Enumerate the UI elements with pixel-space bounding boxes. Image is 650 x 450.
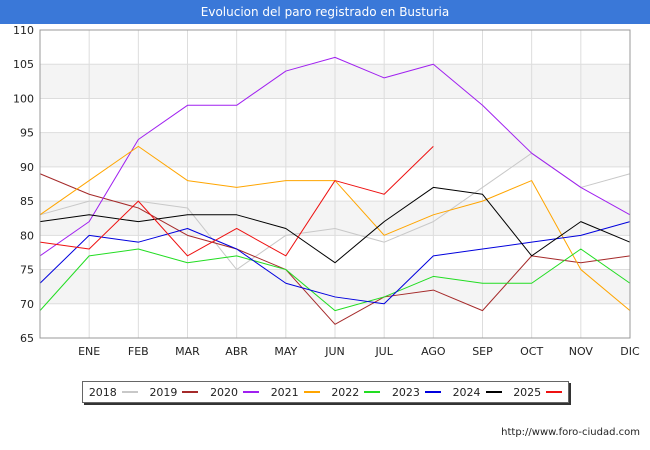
x-tick-label: AGO <box>421 345 446 358</box>
legend-swatch <box>303 391 320 393</box>
chart-title: Evolucion del paro registrado en Busturi… <box>0 0 650 24</box>
series-line-2024 <box>39 186 631 264</box>
x-tick-label: JUN <box>324 345 345 358</box>
legend-label: 2023 <box>391 385 420 399</box>
legend-item-2025: 2025 <box>513 385 563 399</box>
legend-label: 2019 <box>149 385 178 399</box>
y-tick-label: 105 <box>13 58 34 71</box>
legend-item-2018: 2018 <box>89 386 138 399</box>
legend-swatch <box>182 391 199 393</box>
y-tick-label: 80 <box>20 229 34 242</box>
series-line-2020 <box>39 56 631 257</box>
y-tick-label: 95 <box>20 127 34 140</box>
legend-item-2023: 2023 <box>392 386 441 399</box>
x-tick-label: MAY <box>274 345 297 358</box>
legend-label: 2022 <box>331 385 360 399</box>
series-line-2022 <box>39 248 631 312</box>
legend-swatch <box>424 391 441 393</box>
legend-label: 2025 <box>513 385 542 399</box>
legend-item-2019: 2019 <box>149 385 199 399</box>
x-tick-label: OCT <box>520 345 543 358</box>
legend-label: 2020 <box>210 385 239 399</box>
legend-item-2021: 2021 <box>271 386 320 399</box>
x-tick-label: SEP <box>472 345 493 358</box>
y-tick-label: 70 <box>20 298 34 311</box>
y-tick-label: 85 <box>20 195 34 208</box>
y-tick-label: 90 <box>20 161 34 174</box>
legend-swatch <box>364 391 381 393</box>
legend-item-2020: 2020 <box>210 385 260 399</box>
legend-item-2024: 2024 <box>453 386 502 399</box>
chart-legend: 2018 2019 2020 2021 2022 2023 2024 2025 <box>82 381 569 403</box>
legend-item-2022: 2022 <box>331 385 381 399</box>
y-tick-label: 65 <box>20 332 34 345</box>
y-tick-label: 75 <box>20 264 34 277</box>
legend-swatch <box>485 391 502 393</box>
legend-swatch <box>121 391 138 393</box>
x-tick-label: NOV <box>569 345 594 358</box>
x-tick-label: DIC <box>620 345 640 358</box>
source-url: http://www.foro-ciudad.com <box>501 427 640 438</box>
legend-swatch <box>243 391 260 393</box>
x-tick-label: MAR <box>175 345 200 358</box>
x-tick-label: JUL <box>374 345 393 358</box>
series-line-2025 <box>39 145 434 257</box>
legend-label: 2021 <box>270 385 299 399</box>
y-tick-label: 100 <box>13 92 34 105</box>
x-tick-label: FEB <box>128 345 149 358</box>
legend-label: 2018 <box>88 385 117 399</box>
legend-swatch <box>546 391 563 393</box>
x-tick-label: ABR <box>225 345 248 358</box>
y-tick-label: 110 <box>13 24 34 37</box>
x-tick-label: ENE <box>78 345 100 358</box>
series-line-2023 <box>39 221 631 305</box>
legend-label: 2024 <box>452 385 481 399</box>
